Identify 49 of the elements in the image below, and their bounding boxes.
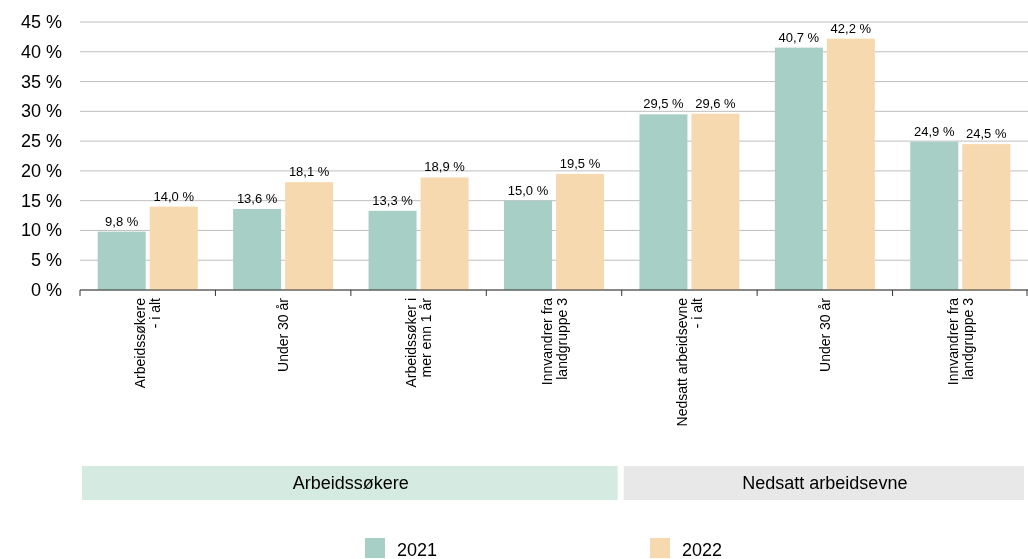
legend-label: 2021 <box>397 540 438 559</box>
bar <box>368 210 417 290</box>
y-tick-label: 40 % <box>20 41 62 62</box>
bar <box>97 231 146 290</box>
data-label: 13,6 % <box>236 191 278 206</box>
data-label: 24,5 % <box>966 126 1007 142</box>
data-label: 9,8 % <box>105 213 139 229</box>
bar <box>639 114 688 290</box>
legend-label: 2022 <box>682 540 723 559</box>
data-label: 13,3 % <box>372 192 414 208</box>
data-label: 18,9 % <box>424 159 466 175</box>
x-tick-label: Arbeidssøkere - i alt <box>132 297 164 389</box>
x-tick-label: Arbeidssøker i mer enn 1 år <box>403 297 435 388</box>
y-tick-label: 25 % <box>20 131 62 152</box>
bar <box>149 206 198 290</box>
data-label: 29,6 % <box>695 95 737 111</box>
bar <box>420 177 469 290</box>
data-label: 24,9 % <box>914 123 955 139</box>
y-tick-label: 35 % <box>20 71 62 92</box>
text: Arbeidssøkere <box>292 473 409 493</box>
y-tick-label: 20 % <box>20 160 62 181</box>
bar <box>233 209 282 290</box>
bar <box>285 182 334 290</box>
y-tick-label: 10 % <box>20 220 62 241</box>
data-label: 18,1 % <box>288 164 330 180</box>
x-tick-label: Innvandrer fra landgruppe 3 <box>944 297 976 386</box>
bar <box>556 173 604 290</box>
data-label: 19,5 % <box>559 155 601 171</box>
y-tick-label: 15 % <box>20 190 62 211</box>
data-label: 29,5 % <box>643 96 685 112</box>
y-tick-label: 0 % <box>30 280 62 300</box>
y-tick-label: 45 % <box>20 12 62 32</box>
data-label: 40,7 % <box>778 29 820 45</box>
text: Nedsatt arbeidsevne <box>742 473 908 493</box>
bar <box>504 200 552 290</box>
bar <box>691 113 740 290</box>
bar <box>774 47 823 290</box>
x-tick-label: Under 30 år <box>275 297 292 372</box>
bar <box>910 141 959 290</box>
x-tick-label: Nedsatt arbeidsevne - i alt <box>673 297 705 427</box>
y-tick-label: 30 % <box>20 101 62 122</box>
x-tick-label: Under 30 år <box>816 297 833 372</box>
bar <box>826 38 875 290</box>
data-label: 42,2 % <box>830 20 872 36</box>
bar <box>962 144 1011 290</box>
y-tick-label: 5 % <box>30 250 62 271</box>
x-tick-label: Innvandrer fra landgruppe 3 <box>538 297 570 386</box>
data-label: 15,0 % <box>507 182 549 198</box>
data-label: 14,0 % <box>153 188 195 204</box>
